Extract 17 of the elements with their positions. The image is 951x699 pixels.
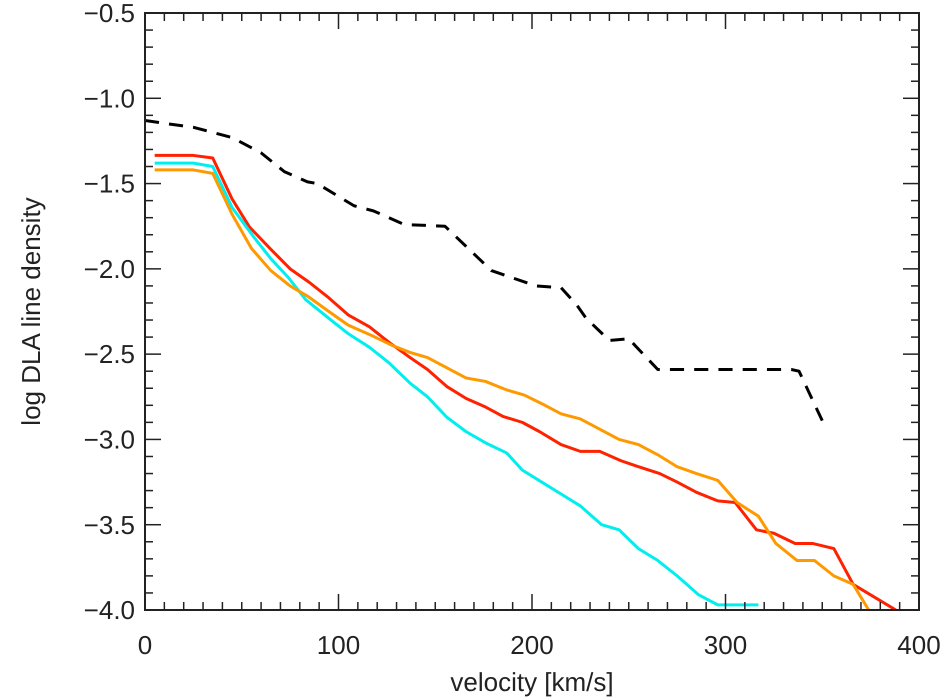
x-axis-title: velocity [km/s] — [450, 667, 614, 697]
y-axis-title: log DLA line density — [16, 197, 46, 426]
y-tick-label: −2.5 — [84, 339, 135, 370]
x-tick-label: 100 — [316, 630, 360, 660]
y-tick-label: −0.5 — [84, 0, 135, 28]
x-tick-label: 0 — [138, 630, 152, 660]
line-series — [145, 118, 824, 422]
x-tick-label: 400 — [897, 630, 941, 660]
y-tick-label: −2.0 — [84, 254, 135, 284]
x-tick-label: 300 — [704, 630, 748, 660]
y-tick-label: −3.0 — [84, 424, 135, 455]
x-tick-label: 200 — [510, 630, 554, 660]
y-tick-label: −1.0 — [84, 83, 135, 114]
line-series — [153, 162, 760, 606]
y-tick-label: −4.0 — [84, 595, 135, 626]
y-tick-label: −1.5 — [84, 168, 135, 199]
y-tick-label: −3.5 — [84, 510, 135, 540]
